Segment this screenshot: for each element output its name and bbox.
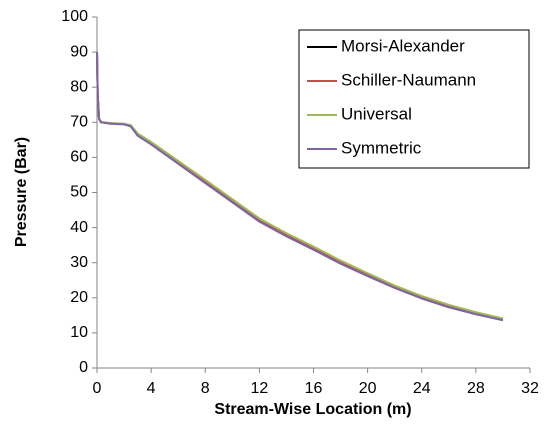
y-tick-label: 0 [79, 359, 88, 376]
x-tick-label: 8 [201, 380, 210, 397]
y-tick-label: 20 [70, 289, 88, 306]
y-axis-title: Pressure (Bar) [13, 137, 30, 247]
x-tick-label: 16 [305, 380, 323, 397]
x-tick-label: 32 [521, 380, 539, 397]
y-tick-label: 70 [70, 114, 88, 131]
y-tick-label: 90 [70, 43, 88, 60]
y-tick-label: 40 [70, 219, 88, 236]
x-tick-label: 20 [359, 380, 377, 397]
legend-label: Universal [341, 104, 412, 123]
x-tick-label: 12 [250, 380, 268, 397]
y-tick-label: 10 [70, 324, 88, 341]
y-tick-label: 50 [70, 184, 88, 201]
x-axis-title: Stream-Wise Location (m) [214, 401, 411, 418]
legend-label: Morsi-Alexander [341, 36, 465, 55]
legend-box [298, 29, 530, 169]
legend-label: Symmetric [341, 138, 422, 157]
x-tick-label: 24 [413, 380, 431, 397]
x-tick-label: 28 [467, 380, 485, 397]
y-tick-label: 30 [70, 254, 88, 271]
x-tick-label: 0 [93, 380, 102, 397]
x-tick-label: 4 [147, 380, 156, 397]
y-tick-label: 80 [70, 78, 88, 95]
y-tick-label: 60 [70, 149, 88, 166]
y-tick-label: 100 [61, 8, 88, 25]
legend-label: Schiller-Naumann [341, 70, 476, 89]
series-line [96, 52, 504, 322]
